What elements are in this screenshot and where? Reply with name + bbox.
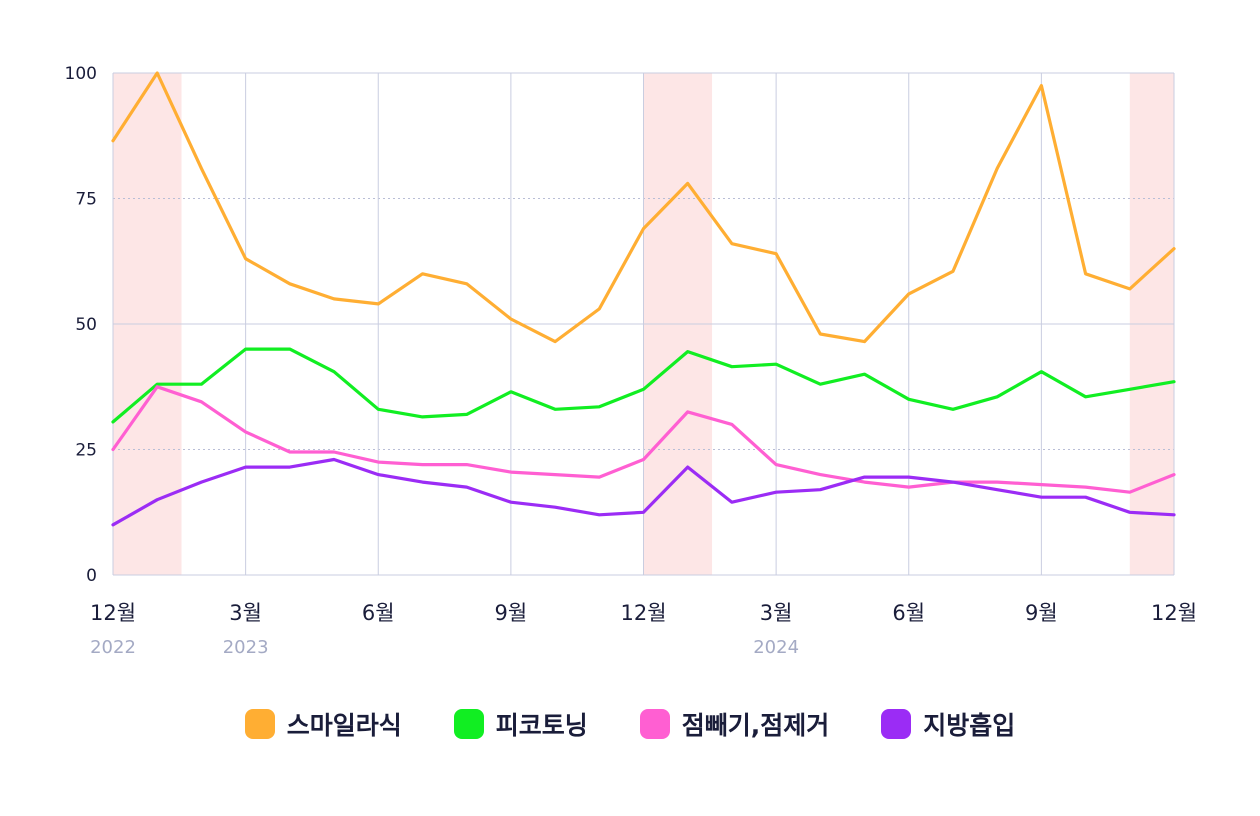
x-year-label: 2022 <box>90 637 136 658</box>
grid-lines <box>112 72 1175 576</box>
legend-swatch <box>881 709 912 739</box>
y-axis-ticks: 0 25 50 75 100 <box>65 64 97 586</box>
x-tick-label: 6월 <box>892 601 925 625</box>
legend-label: 지방흡입 <box>923 711 1016 740</box>
x-axis-ticks: 12월 2022 3월 2023 6월 9월 12월 3월 2024 6월 9월 12월 <box>90 601 1197 658</box>
x-tick-label: 6월 <box>362 601 395 625</box>
x-tick-label: 12월 <box>1151 601 1197 625</box>
x-tick-label: 3월 <box>760 601 793 625</box>
x-tick-label: 3월 <box>229 601 262 625</box>
legend-swatch <box>244 709 275 739</box>
legend-item: 지방흡입 <box>881 706 1015 742</box>
y-tick-label: 0 <box>86 566 97 586</box>
legend-swatch <box>453 709 484 739</box>
series-line <box>111 385 1176 494</box>
x-tick-label: 12월 <box>90 601 136 625</box>
legend-item: 점빼기,점제거 <box>639 706 830 742</box>
y-tick-label: 100 <box>65 64 97 84</box>
series-lines <box>111 71 1176 527</box>
legend-item: 스마일라식 <box>244 706 402 742</box>
y-tick-label: 25 <box>75 441 97 461</box>
legend-item: 피코토닝 <box>453 706 588 742</box>
x-tick-label: 9월 <box>495 601 528 625</box>
x-year-label: 2023 <box>223 637 269 658</box>
legend-label: 스마일라식 <box>286 711 402 740</box>
series-line <box>111 71 1176 344</box>
legend: 스마일라식 피코토닝 점빼기,점제거 지방흡입 <box>0 706 1260 742</box>
x-tick-label: 12월 <box>620 601 666 625</box>
legend-swatch <box>639 709 670 739</box>
x-year-label: 2024 <box>753 637 799 658</box>
legend-label: 점빼기,점제거 <box>681 711 830 740</box>
legend-label: 피코토닝 <box>495 711 588 740</box>
x-tick-label: 9월 <box>1025 601 1058 625</box>
series-line <box>111 457 1176 527</box>
y-tick-label: 75 <box>75 190 97 210</box>
y-tick-label: 50 <box>75 315 97 335</box>
series-line <box>111 347 1176 424</box>
